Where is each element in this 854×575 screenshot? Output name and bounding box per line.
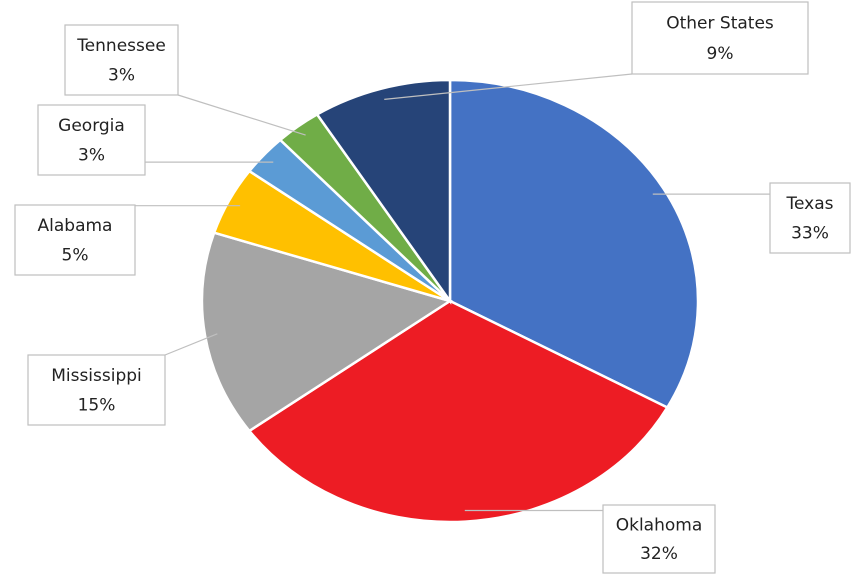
label-box xyxy=(37,104,146,176)
leader-line xyxy=(164,333,218,356)
pie-slice xyxy=(448,78,700,410)
label-box xyxy=(631,1,809,75)
value-label: 9% xyxy=(707,44,734,64)
label-box xyxy=(14,204,136,276)
label-box xyxy=(27,354,166,426)
label-box xyxy=(64,24,179,96)
leader-line xyxy=(177,94,306,136)
value-label: 3% xyxy=(108,65,135,85)
label-box xyxy=(769,182,851,254)
pie-slice xyxy=(247,299,670,524)
category-label: Alabama xyxy=(38,216,113,236)
category-label: Other States xyxy=(666,14,774,34)
category-label: Mississippi xyxy=(51,366,142,386)
value-label: 33% xyxy=(791,223,829,243)
value-label: 3% xyxy=(78,145,105,165)
category-label: Texas xyxy=(786,194,834,214)
leader-line xyxy=(384,73,633,100)
label-box xyxy=(602,504,716,574)
category-label: Oklahoma xyxy=(616,515,703,535)
value-label: 32% xyxy=(640,544,678,564)
value-label: 15% xyxy=(78,395,116,415)
category-label: Georgia xyxy=(58,116,125,136)
pie-slice xyxy=(200,231,453,433)
value-label: 5% xyxy=(62,245,89,265)
pie-slice xyxy=(315,78,452,305)
category-label: Tennessee xyxy=(76,36,166,56)
